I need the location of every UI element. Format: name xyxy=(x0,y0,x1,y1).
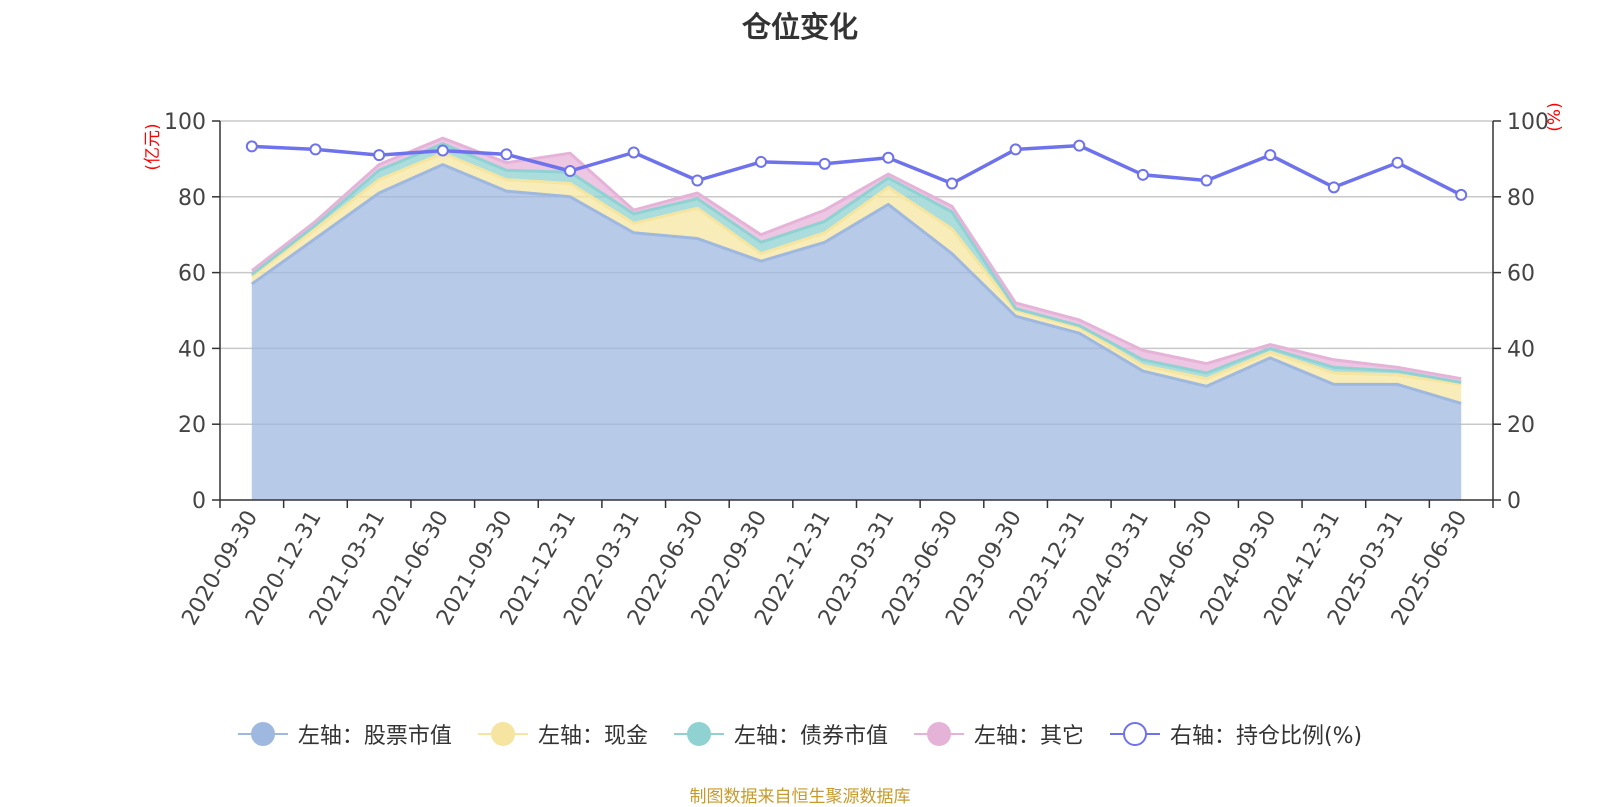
legend-bond-label: 左轴：债券市值 xyxy=(733,724,888,749)
legend-other-label: 左轴：其它 xyxy=(973,724,1084,749)
y-right-tick-label: 20 xyxy=(1507,413,1535,438)
y-left-tick-label: 0 xyxy=(192,489,206,514)
legend-bond-marker xyxy=(673,722,724,746)
ratio-point xyxy=(1200,174,1213,187)
ratio-point xyxy=(500,148,513,161)
ratio-point xyxy=(1391,156,1404,169)
ratio-point xyxy=(1455,188,1468,201)
y-left-tick-label: 100 xyxy=(164,110,206,135)
ratio-point xyxy=(755,155,768,168)
area-edge-other xyxy=(250,136,1462,381)
y-right-axis-label: (%) xyxy=(1545,102,1565,131)
area-edge-bond xyxy=(250,142,1462,384)
ratio-point xyxy=(373,149,386,162)
legend: 左轴：股票市值 左轴：现金 左轴：债券市值 左轴：其它 右轴：持仓比例(%) xyxy=(0,718,1600,750)
legend-other-marker xyxy=(913,722,964,746)
y-left-tick-label: 60 xyxy=(178,262,206,287)
legend-item-stock[interactable]: 左轴：股票市值 xyxy=(237,718,452,750)
legend-item-ratio[interactable]: 右轴：持仓比例(%) xyxy=(1109,718,1363,750)
ratio-point xyxy=(309,143,322,156)
ratio-point xyxy=(882,151,895,164)
y-left-tick-label: 40 xyxy=(178,337,206,362)
ratio-point xyxy=(627,146,640,159)
ratio-point xyxy=(564,165,577,178)
legend-item-cash[interactable]: 左轴：现金 xyxy=(477,718,648,750)
y-right-tick-label: 80 xyxy=(1507,186,1535,211)
legend-cash-marker xyxy=(477,722,528,746)
ratio-point xyxy=(1327,181,1340,194)
chart-plot: 0204060801000204060801002020-09-302020-1… xyxy=(143,102,1565,629)
y-right-tick-label: 100 xyxy=(1507,110,1549,135)
ratio-point xyxy=(945,177,958,190)
chart-title: 仓位变化 xyxy=(741,10,858,44)
area-cash xyxy=(251,153,1462,404)
ratio-point xyxy=(245,140,258,153)
ratio-point xyxy=(1009,143,1022,156)
area-edge-stock xyxy=(250,163,1462,405)
ratio-line xyxy=(251,143,1462,197)
legend-item-bond[interactable]: 左轴：债券市值 xyxy=(673,718,888,750)
ratio-point xyxy=(1073,139,1086,152)
ratio-point xyxy=(1136,168,1149,181)
source-note: 制图数据来自恒生聚源数据库 xyxy=(689,787,911,807)
y-left-tick-label: 80 xyxy=(178,186,206,211)
legend-stock-marker xyxy=(237,722,288,746)
legend-ratio-marker xyxy=(1109,722,1160,746)
y-left-axis-label: (亿元) xyxy=(143,123,163,170)
y-right-tick-label: 60 xyxy=(1507,262,1535,287)
ratio-point xyxy=(1264,149,1277,162)
area-edge-cash xyxy=(250,151,1462,386)
y-right-tick-label: 0 xyxy=(1507,489,1521,514)
ratio-point xyxy=(818,157,831,170)
legend-item-other[interactable]: 左轴：其它 xyxy=(913,718,1084,750)
legend-ratio-label: 右轴：持仓比例(%) xyxy=(1169,724,1363,749)
y-left-tick-label: 20 xyxy=(178,413,206,438)
legend-cash-label: 左轴：现金 xyxy=(537,724,648,749)
ratio-point xyxy=(691,174,704,187)
area-stock xyxy=(251,164,1462,500)
y-right-tick-label: 40 xyxy=(1507,337,1535,362)
legend-stock-label: 左轴：股票市值 xyxy=(297,724,452,749)
ratio-point xyxy=(436,144,449,157)
